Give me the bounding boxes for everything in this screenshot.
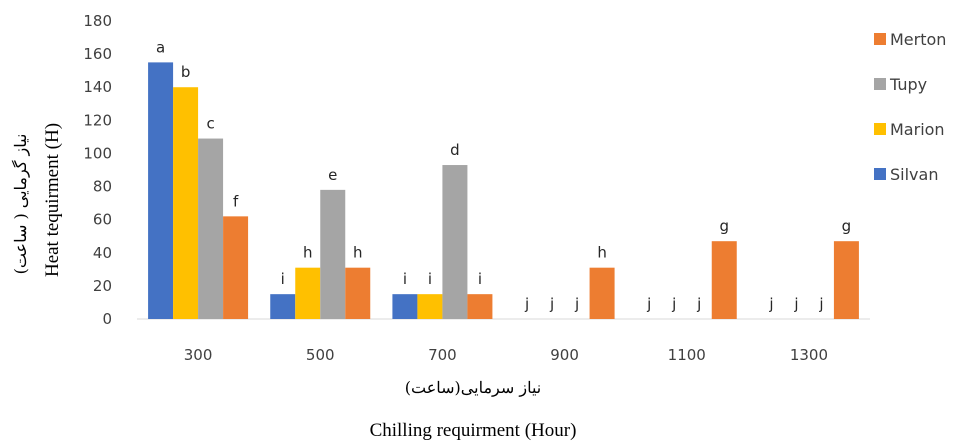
bar-merton bbox=[345, 267, 371, 319]
legend-swatch-marion bbox=[874, 123, 886, 135]
bar-tupy bbox=[320, 189, 346, 319]
data-label: d bbox=[450, 141, 460, 159]
data-label: h bbox=[303, 244, 313, 262]
data-label: e bbox=[328, 166, 337, 184]
bar-tupy bbox=[442, 165, 468, 319]
data-label: f bbox=[233, 192, 239, 210]
legend-swatch-tupy bbox=[874, 78, 886, 90]
data-label: h bbox=[597, 244, 607, 262]
data-label: g bbox=[842, 217, 852, 235]
data-label: g bbox=[719, 217, 729, 235]
data-label: h bbox=[353, 244, 363, 262]
bar-merton bbox=[711, 241, 737, 319]
x-tick-label: 500 bbox=[306, 346, 335, 364]
bar-merton bbox=[589, 267, 615, 319]
y-tick-label: 0 bbox=[102, 310, 112, 328]
y-tick-label: 80 bbox=[93, 178, 112, 196]
bar-silvan bbox=[148, 62, 174, 320]
data-label: j bbox=[696, 295, 701, 313]
data-label: c bbox=[206, 115, 214, 133]
bar-tupy bbox=[198, 138, 224, 319]
bar-merton bbox=[467, 294, 493, 319]
data-label: b bbox=[181, 63, 191, 81]
bars bbox=[148, 62, 859, 320]
bar-silvan bbox=[392, 294, 418, 319]
data-label: j bbox=[671, 295, 676, 313]
y-axis-title-english: Heat tequirment (H) bbox=[42, 123, 63, 277]
y-axis-ticks: 0 20 40 60 80 100 120 140 160 180 bbox=[83, 12, 112, 328]
legend-label-tupy: Tupy bbox=[889, 75, 927, 94]
x-tick-label: 700 bbox=[428, 346, 457, 364]
data-label: i bbox=[478, 270, 482, 288]
data-label: j bbox=[524, 295, 529, 313]
bar-merton bbox=[833, 241, 859, 319]
legend-swatch-silvan bbox=[874, 168, 886, 180]
bar-marion bbox=[295, 267, 321, 319]
x-tick-label: 900 bbox=[550, 346, 579, 364]
bar-silvan bbox=[270, 294, 296, 319]
data-label: i bbox=[281, 270, 285, 288]
x-axis-ticks: 300 500 700 900 1100 1300 bbox=[184, 346, 828, 364]
data-label: j bbox=[549, 295, 554, 313]
x-tick-label: 300 bbox=[184, 346, 213, 364]
data-label: j bbox=[574, 295, 579, 313]
y-tick-label: 160 bbox=[83, 45, 112, 63]
y-tick-label: 120 bbox=[83, 111, 112, 129]
bar-marion bbox=[417, 294, 443, 319]
bar-merton bbox=[223, 216, 249, 319]
x-axis-title-english: Chilling requirment (Hour) bbox=[370, 420, 577, 441]
data-label: j bbox=[818, 295, 823, 313]
y-tick-label: 140 bbox=[83, 78, 112, 96]
y-tick-label: 180 bbox=[83, 12, 112, 30]
y-tick-label: 40 bbox=[93, 244, 112, 262]
legend: Merton Tupy Marion Silvan bbox=[874, 30, 946, 184]
y-tick-label: 60 bbox=[93, 211, 112, 229]
legend-label-silvan: Silvan bbox=[890, 165, 938, 184]
y-tick-label: 100 bbox=[83, 144, 112, 162]
y-tick-label: 20 bbox=[93, 277, 112, 295]
y-axis-title-persian: نیاز گرمایی ( ساعت) bbox=[11, 134, 30, 275]
x-tick-label: 1100 bbox=[668, 346, 706, 364]
legend-swatch-merton bbox=[874, 33, 886, 45]
x-tick-label: 1300 bbox=[790, 346, 828, 364]
data-label: a bbox=[156, 38, 165, 56]
data-label: i bbox=[428, 270, 432, 288]
data-label: j bbox=[768, 295, 773, 313]
x-axis-title-persian: نیاز سرمایی(ساعت) bbox=[405, 378, 541, 397]
legend-label-marion: Marion bbox=[890, 120, 945, 139]
data-label: j bbox=[793, 295, 798, 313]
bar-marion bbox=[173, 87, 199, 319]
legend-label-merton: Merton bbox=[890, 30, 946, 49]
data-label: j bbox=[646, 295, 651, 313]
data-label: i bbox=[403, 270, 407, 288]
